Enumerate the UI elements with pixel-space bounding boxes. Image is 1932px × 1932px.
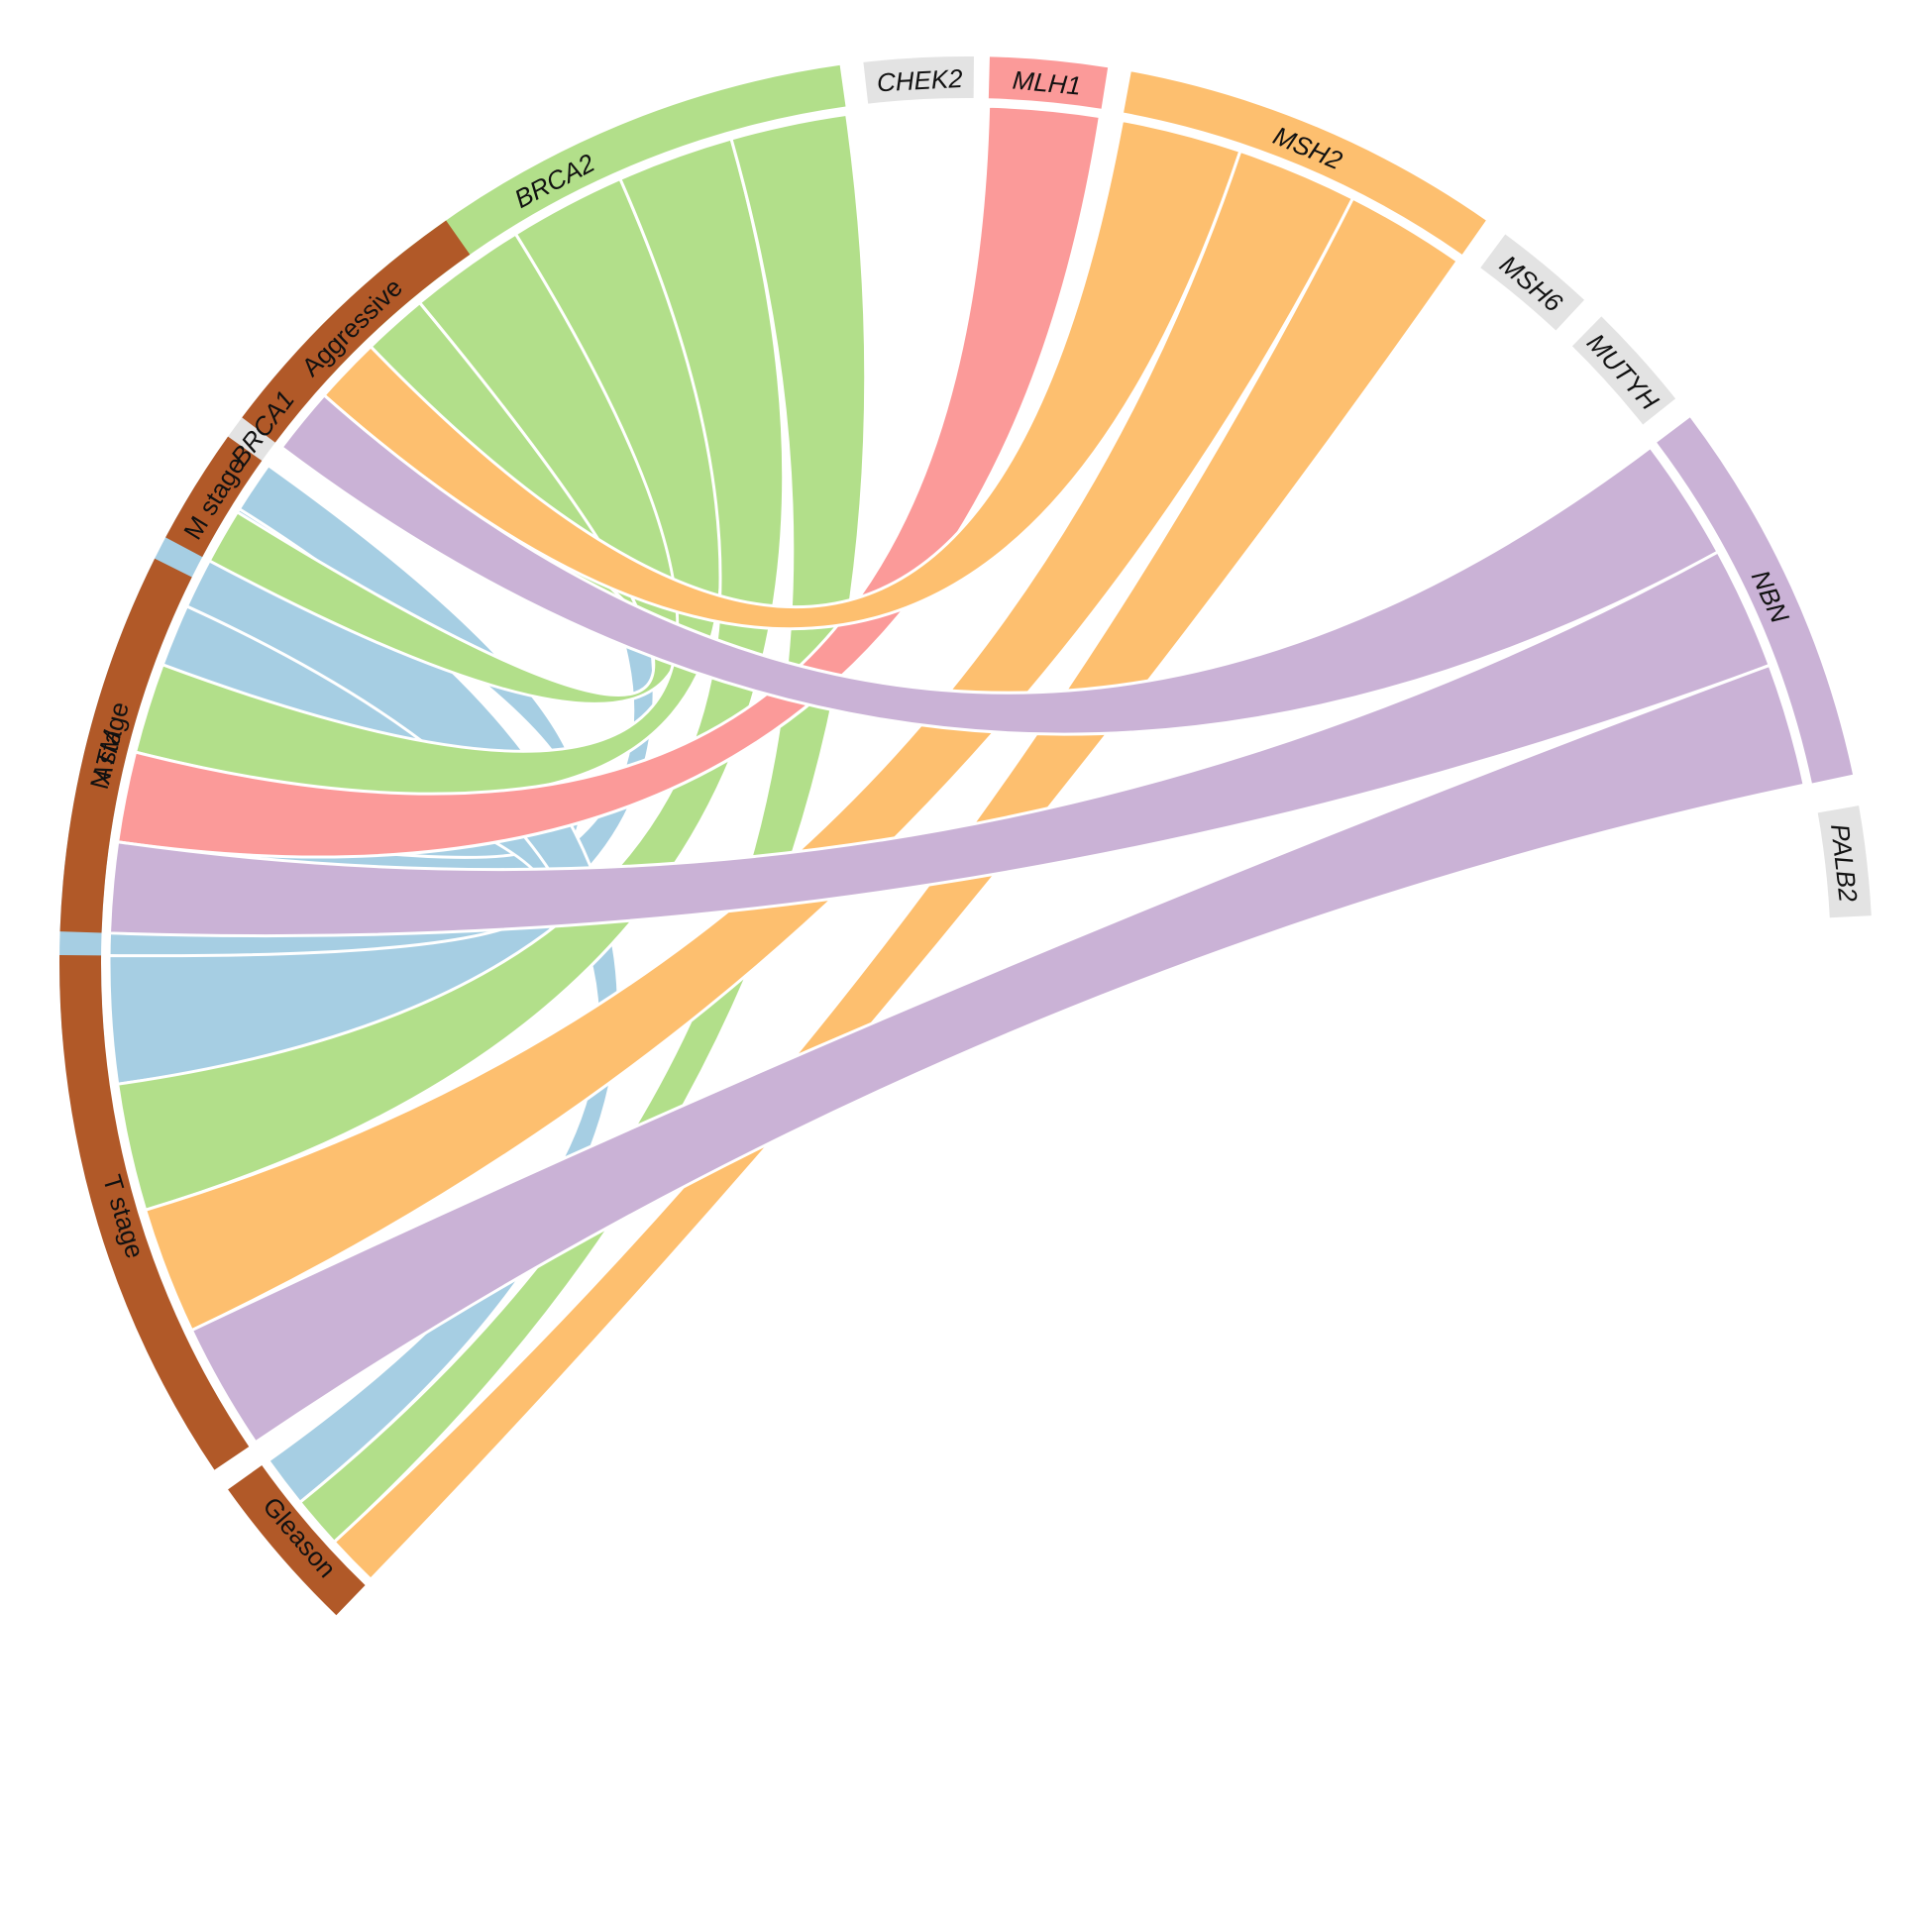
- label-mlh1: MLH1: [1012, 65, 1083, 101]
- arc-msh6: [1480, 234, 1585, 331]
- arc-msh2: [1124, 71, 1486, 255]
- arc-mlh1: [988, 56, 1109, 109]
- chord-ribbons: [107, 104, 1806, 1582]
- arc-nbn: [1657, 417, 1854, 784]
- chord-nbn-n-stage: [107, 550, 1772, 938]
- arc-chek2: [863, 56, 974, 104]
- arc-t-stage: [59, 955, 250, 1470]
- outer-arcs: [58, 56, 1872, 1616]
- chord-nbn-t-stage: [189, 663, 1806, 1445]
- chord-msh2-gleason: [332, 196, 1460, 1582]
- label-chek2: CHEK2: [876, 63, 964, 98]
- arc-mutyh: [1571, 316, 1676, 425]
- arc-aggressive: [242, 220, 471, 443]
- arc-m-stage: [165, 436, 263, 558]
- arc-palb2: [1817, 805, 1872, 918]
- arc-gleason: [228, 1464, 366, 1616]
- arc-n-stage: [59, 558, 192, 933]
- chord-nbn-aggressive: [279, 392, 1721, 736]
